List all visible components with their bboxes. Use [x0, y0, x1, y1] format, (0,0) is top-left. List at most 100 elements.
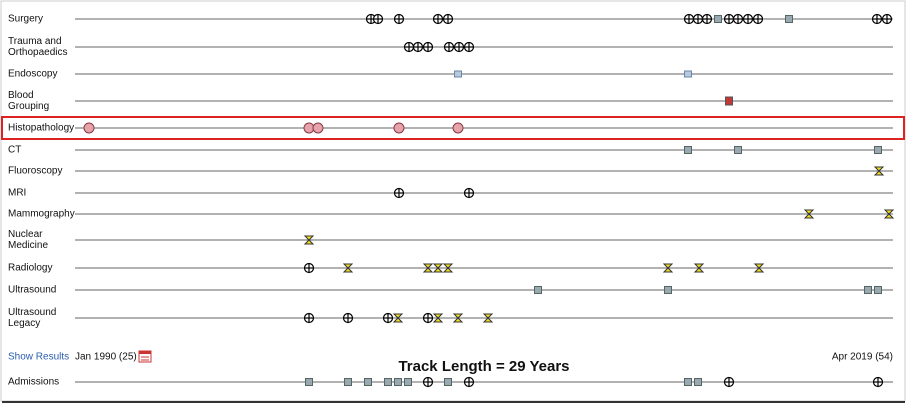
event-icon[interactable]	[463, 187, 475, 199]
row-label: Admissions	[8, 377, 59, 388]
row-label: Histopathology	[8, 123, 74, 134]
event-icon[interactable]	[883, 209, 895, 219]
event-icon[interactable]	[422, 376, 434, 388]
event-icon[interactable]	[874, 286, 882, 294]
event-icon[interactable]	[803, 209, 815, 219]
event-icon[interactable]	[873, 166, 885, 176]
event-icon[interactable]	[384, 378, 392, 386]
event-icon[interactable]	[871, 13, 883, 25]
row-label: Surgery	[8, 14, 43, 25]
icon-shape	[693, 263, 705, 273]
event-icon[interactable]	[432, 13, 444, 25]
event-icon[interactable]	[442, 13, 454, 25]
event-icon[interactable]	[684, 70, 692, 78]
event-icon[interactable]	[444, 378, 452, 386]
event-icon[interactable]	[693, 263, 705, 273]
icon-shape	[364, 378, 372, 386]
event-icon[interactable]	[364, 378, 372, 386]
event-icon[interactable]	[452, 122, 464, 134]
event-icon[interactable]	[342, 263, 354, 273]
event-icon[interactable]	[742, 13, 754, 25]
event-icon[interactable]	[692, 13, 704, 25]
event-icon[interactable]	[454, 70, 462, 78]
event-icon[interactable]	[723, 376, 735, 388]
icon-shape	[83, 122, 95, 134]
event-icon[interactable]	[422, 41, 434, 53]
event-icon[interactable]	[442, 263, 454, 273]
row-label: MRI	[8, 188, 26, 199]
icon-shape	[753, 263, 765, 273]
event-icon[interactable]	[392, 313, 404, 323]
event-icon[interactable]	[463, 376, 475, 388]
event-icon[interactable]	[482, 313, 494, 323]
event-icon[interactable]	[752, 13, 764, 25]
event-icon[interactable]	[443, 41, 455, 53]
calendar-icon[interactable]	[138, 350, 152, 363]
event-icon[interactable]	[422, 312, 434, 324]
event-icon[interactable]	[432, 263, 444, 273]
icon-shape	[714, 15, 722, 23]
show-results-link[interactable]: Show Results	[8, 352, 69, 363]
event-icon[interactable]	[753, 263, 765, 273]
event-icon[interactable]	[432, 313, 444, 323]
event-icon[interactable]	[303, 235, 315, 245]
icon-shape	[803, 209, 815, 219]
icon-shape	[452, 122, 464, 134]
event-icon[interactable]	[303, 312, 315, 324]
icon-shape	[422, 263, 434, 273]
event-icon[interactable]	[694, 378, 702, 386]
row-label: Fluoroscopy	[8, 166, 62, 177]
icon-shape	[864, 286, 872, 294]
event-icon[interactable]	[452, 313, 464, 323]
event-icon[interactable]	[723, 13, 735, 25]
event-icon[interactable]	[732, 13, 744, 25]
event-icon[interactable]	[393, 13, 405, 25]
event-icon[interactable]	[305, 378, 313, 386]
event-icon[interactable]	[534, 286, 542, 294]
event-icon[interactable]	[864, 286, 872, 294]
event-icon[interactable]	[664, 286, 672, 294]
icon-shape	[534, 286, 542, 294]
icon-shape	[684, 70, 692, 78]
event-icon[interactable]	[701, 13, 713, 25]
event-icon[interactable]	[453, 41, 465, 53]
icon-shape	[444, 378, 452, 386]
icon-shape	[785, 15, 793, 23]
row-label: Grouping	[8, 101, 49, 112]
event-icon[interactable]	[382, 312, 394, 324]
event-icon[interactable]	[714, 15, 722, 23]
event-icon[interactable]	[303, 262, 315, 274]
event-icon[interactable]	[684, 378, 692, 386]
icon-shape	[454, 70, 462, 78]
event-icon[interactable]	[394, 378, 402, 386]
event-icon[interactable]	[872, 376, 884, 388]
icon-shape	[883, 209, 895, 219]
event-icon[interactable]	[463, 41, 475, 53]
event-icon[interactable]	[881, 13, 893, 25]
event-icon[interactable]	[404, 378, 412, 386]
row-label: Orthopaedics	[8, 47, 67, 58]
event-icon[interactable]	[874, 146, 882, 154]
event-icon[interactable]	[725, 96, 733, 106]
event-icon[interactable]	[734, 146, 742, 154]
icon-shape	[684, 146, 692, 154]
event-icon[interactable]	[412, 41, 424, 53]
event-icon[interactable]	[312, 122, 324, 134]
event-icon[interactable]	[393, 122, 405, 134]
event-icon[interactable]	[684, 146, 692, 154]
event-icon[interactable]	[683, 13, 695, 25]
start-date: Jan 1990 (25)	[75, 352, 137, 363]
event-icon[interactable]	[393, 187, 405, 199]
event-icon[interactable]	[785, 15, 793, 23]
event-icon[interactable]	[403, 41, 415, 53]
row-label: CT	[8, 145, 21, 156]
row-label: Blood	[8, 90, 34, 101]
event-icon[interactable]	[344, 378, 352, 386]
event-icon[interactable]	[372, 13, 384, 25]
event-icon[interactable]	[422, 263, 434, 273]
event-icon[interactable]	[342, 312, 354, 324]
icon-shape	[874, 146, 882, 154]
event-icon[interactable]	[662, 263, 674, 273]
event-icon[interactable]	[83, 122, 95, 134]
